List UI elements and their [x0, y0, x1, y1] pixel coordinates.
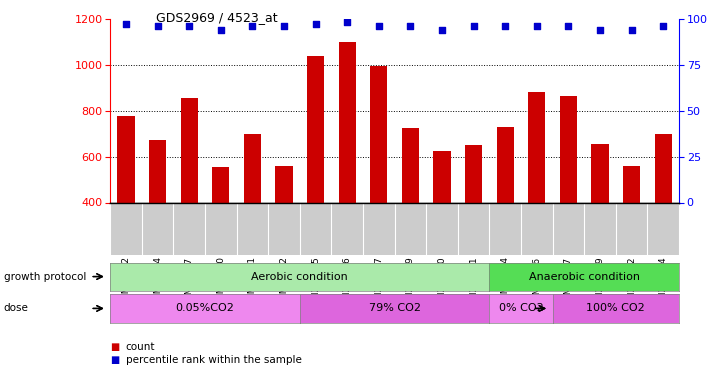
- Text: Aerobic condition: Aerobic condition: [252, 272, 348, 282]
- Text: 79% CO2: 79% CO2: [368, 303, 421, 313]
- Bar: [181, 98, 198, 202]
- Point: [310, 21, 321, 27]
- Text: 100% CO2: 100% CO2: [587, 303, 645, 313]
- Point: [500, 23, 511, 29]
- Text: dose: dose: [4, 303, 28, 313]
- Text: count: count: [126, 342, 155, 352]
- Bar: [496, 127, 514, 202]
- Text: Anaerobic condition: Anaerobic condition: [529, 272, 640, 282]
- Point: [373, 23, 385, 29]
- Bar: [307, 56, 324, 202]
- Bar: [655, 134, 672, 202]
- Point: [405, 23, 416, 29]
- Point: [437, 27, 448, 33]
- Bar: [149, 141, 166, 202]
- Text: 0% CO2: 0% CO2: [498, 303, 543, 313]
- Bar: [465, 145, 482, 202]
- Text: growth protocol: growth protocol: [4, 272, 86, 282]
- Point: [341, 20, 353, 26]
- Point: [120, 21, 132, 27]
- Bar: [370, 66, 387, 203]
- Bar: [528, 92, 545, 202]
- Point: [215, 27, 227, 33]
- Point: [562, 23, 574, 29]
- Bar: [433, 151, 451, 202]
- Point: [152, 23, 164, 29]
- Text: 0.05%CO2: 0.05%CO2: [176, 303, 235, 313]
- Point: [626, 27, 637, 33]
- Text: ■: ■: [110, 355, 119, 365]
- Point: [278, 23, 289, 29]
- Text: GDS2969 / 4523_at: GDS2969 / 4523_at: [156, 11, 278, 24]
- Point: [531, 23, 542, 29]
- Bar: [244, 134, 261, 202]
- Text: percentile rank within the sample: percentile rank within the sample: [126, 355, 301, 365]
- Point: [658, 23, 669, 29]
- Bar: [402, 128, 419, 202]
- Bar: [623, 166, 641, 202]
- Text: ■: ■: [110, 342, 119, 352]
- Point: [183, 23, 195, 29]
- Bar: [275, 166, 293, 202]
- Bar: [212, 167, 230, 202]
- Point: [247, 23, 258, 29]
- Point: [468, 23, 479, 29]
- Bar: [117, 116, 134, 202]
- Bar: [338, 42, 356, 203]
- Bar: [592, 144, 609, 202]
- Point: [594, 27, 606, 33]
- Bar: [560, 96, 577, 202]
